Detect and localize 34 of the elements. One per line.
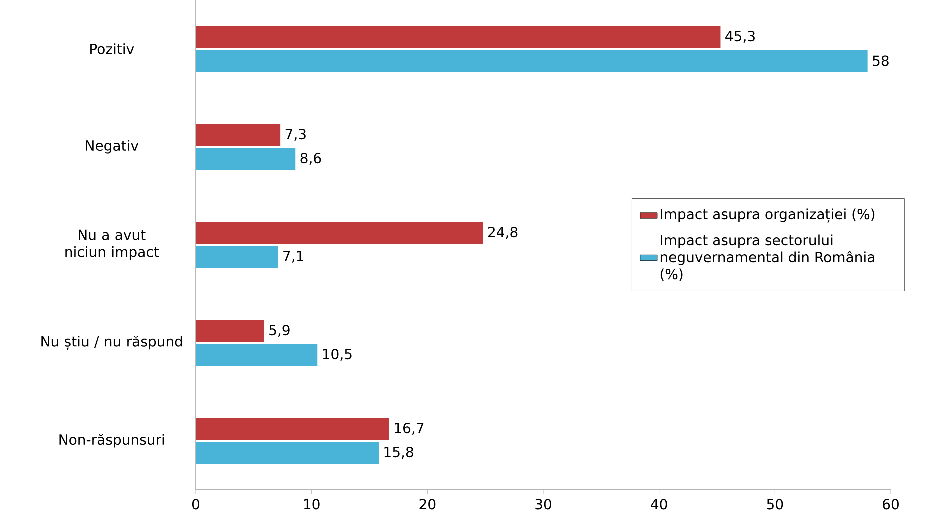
data-label: 16,7 [395, 422, 424, 436]
y-tick-label: Nu știu / nu răspund [42, 336, 182, 350]
data-label: 58 [873, 56, 889, 66]
data-label: 5,9 [270, 324, 290, 338]
x-tick-label: 60 [883, 499, 899, 510]
x-tick-label: 40 [651, 499, 668, 510]
x-tick-label: 50 [767, 499, 784, 510]
legend-label: Impact asupra sectorului neguvernamental din România (%) [660, 234, 874, 282]
data-label: 10,5 [323, 348, 352, 362]
x-tick-label: 10 [304, 499, 320, 510]
bar [196, 148, 296, 170]
y-tick-label: Negativ [86, 140, 139, 154]
bar [196, 222, 484, 244]
bar [196, 320, 264, 342]
y-tick-label: Nu a avut niciun impact [66, 230, 160, 260]
bar [196, 124, 281, 146]
bar [196, 50, 868, 72]
x-tick-label: 30 [536, 499, 552, 510]
data-label: 15,8 [384, 446, 414, 460]
data-label: 7,1 [284, 251, 304, 263]
x-tick-label: 20 [420, 499, 436, 510]
legend-label: Impact asupra organizației (%) [661, 208, 875, 223]
bar [196, 246, 278, 268]
y-tick-label: Non-răspunsuri [60, 434, 164, 448]
data-label: 8,6 [300, 152, 322, 166]
bar [196, 26, 721, 48]
bar [196, 418, 390, 440]
data-label: 45,3 [726, 30, 755, 44]
bar [196, 344, 318, 366]
data-label: 24,8 [488, 226, 518, 240]
data-label: 7,3 [286, 128, 306, 142]
x-tick-label: 0 [192, 499, 200, 510]
bar [196, 442, 380, 464]
y-tick-label: Pozitiv [90, 44, 134, 54]
